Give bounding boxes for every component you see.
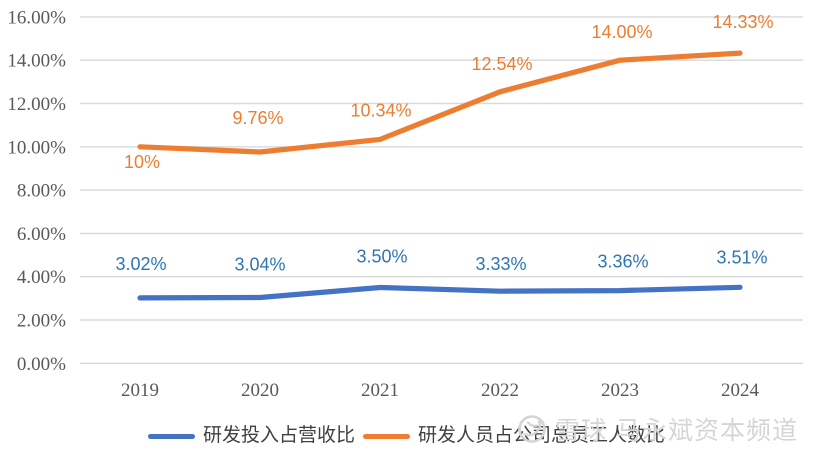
y-axis-tick-label: 14.00% bbox=[7, 51, 66, 72]
legend-swatch-blue-line bbox=[148, 433, 195, 439]
x-axis-tick-label: 2022 bbox=[481, 380, 519, 401]
legend-item-rd-investment-ratio: 研发投入占营收比 bbox=[148, 425, 355, 447]
legend-label-rd-investment-ratio: 研发投入占营收比 bbox=[203, 425, 356, 446]
y-axis-tick-label: 16.00% bbox=[7, 7, 66, 28]
data-point-label: 3.33% bbox=[475, 254, 526, 274]
x-axis-tick-label: 2019 bbox=[121, 380, 159, 401]
series-line bbox=[137, 284, 743, 301]
x-axis-tick-label: 2021 bbox=[361, 380, 399, 401]
y-axis-tick-label: 0.00% bbox=[17, 354, 66, 375]
chart-legend: 研发投入占营收比 研发人员占公司总员工人数比 bbox=[148, 425, 665, 447]
x-axis-tick-label: 2020 bbox=[241, 380, 279, 401]
y-axis-tick-label: 12.00% bbox=[7, 94, 66, 115]
data-point-label: 3.02% bbox=[115, 254, 166, 274]
series-line bbox=[137, 50, 743, 155]
y-axis-tick-label: 6.00% bbox=[17, 224, 66, 245]
y-axis-tick-label: 4.00% bbox=[17, 267, 66, 288]
y-axis-tick-label: 8.00% bbox=[17, 181, 66, 202]
data-point-label: 14.33% bbox=[712, 12, 773, 32]
data-point-label: 3.04% bbox=[234, 254, 285, 274]
data-point-label: 3.36% bbox=[597, 252, 648, 272]
x-axis-tick-label: 2023 bbox=[601, 380, 639, 401]
y-axis-tick-label: 2.00% bbox=[17, 311, 66, 332]
legend-label-rd-staff-ratio: 研发人员占公司总员工人数比 bbox=[418, 425, 666, 446]
data-point-label: 9.76% bbox=[232, 108, 283, 128]
data-point-label: 10% bbox=[124, 152, 160, 172]
data-point-label: 12.54% bbox=[471, 54, 532, 74]
legend-swatch-orange-line bbox=[363, 433, 411, 439]
data-point-label: 10.34% bbox=[350, 100, 411, 120]
data-point-label: 3.51% bbox=[716, 247, 767, 267]
y-axis-tick-label: 10.00% bbox=[7, 137, 66, 158]
x-axis-tick-label: 2024 bbox=[721, 380, 760, 401]
data-point-label: 3.50% bbox=[356, 247, 407, 267]
data-point-label: 14.00% bbox=[591, 22, 652, 42]
legend-item-rd-staff-ratio: 研发人员占公司总员工人数比 bbox=[363, 425, 665, 447]
